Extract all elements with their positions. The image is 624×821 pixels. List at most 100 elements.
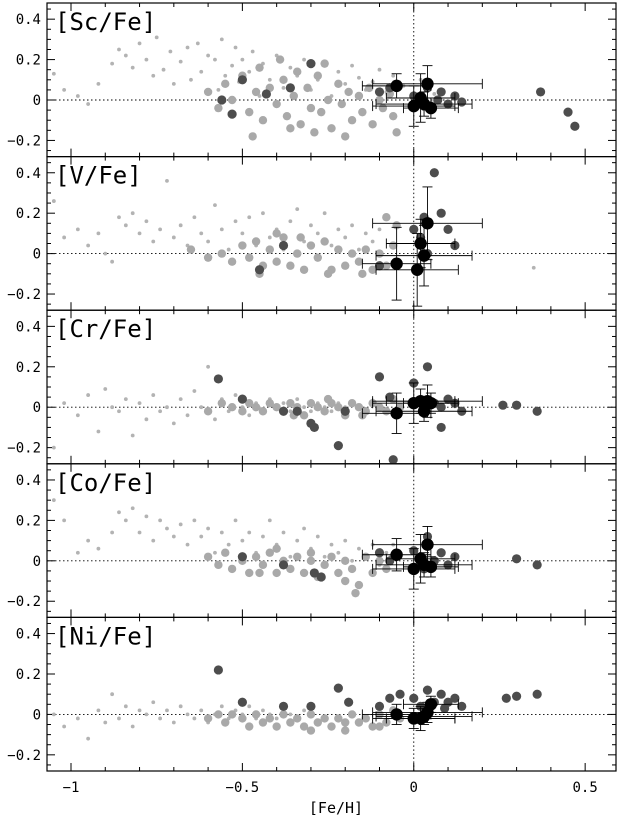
- data-point: [247, 413, 252, 418]
- data-point: [329, 542, 334, 547]
- data-point: [185, 712, 190, 717]
- data-point: [75, 227, 80, 232]
- data-point: [422, 685, 433, 695]
- data-point: [75, 716, 80, 721]
- data-point: [368, 265, 377, 274]
- data-point: [221, 718, 230, 727]
- y-tick-label: −0.2: [7, 441, 41, 457]
- data-point: [214, 560, 223, 570]
- data-point: [293, 67, 302, 76]
- data-point: [168, 49, 173, 54]
- data-point: [110, 259, 115, 264]
- data-point: [347, 116, 357, 125]
- data-point: [86, 538, 91, 543]
- data-point: [219, 227, 224, 232]
- data-point: [233, 219, 238, 224]
- y-tick-label: −0.2: [7, 287, 41, 303]
- data-point: [189, 77, 193, 82]
- data-point: [285, 83, 295, 93]
- data-point: [281, 85, 286, 90]
- data-point: [293, 552, 302, 561]
- data-point: [103, 251, 108, 256]
- data-point: [310, 128, 319, 137]
- data-point: [254, 265, 265, 275]
- data-point: [424, 396, 438, 410]
- series-medium-light: [203, 55, 401, 141]
- data-point: [240, 538, 245, 543]
- panel-2: 0.4 0.2 0 −0.2 [V/Fe]: [7, 156, 617, 311]
- data-point: [358, 269, 367, 279]
- data-point: [306, 103, 316, 113]
- data-point: [185, 542, 190, 547]
- data-point: [62, 235, 67, 240]
- data-point: [275, 55, 285, 64]
- data-point: [323, 394, 333, 404]
- data-point: [341, 132, 350, 141]
- data-point: [320, 237, 329, 246]
- y-tick-label: 0.4: [16, 12, 41, 28]
- data-point: [375, 95, 384, 105]
- data-point: [203, 253, 213, 262]
- data-point: [320, 714, 329, 723]
- data-point: [361, 714, 370, 723]
- data-point: [62, 88, 67, 92]
- data-point: [334, 245, 343, 254]
- x-tick-label: −1: [63, 780, 80, 796]
- data-point: [409, 224, 419, 234]
- panel-label: [V/Fe]: [55, 162, 142, 190]
- data-point: [171, 235, 176, 240]
- panel-label: [Ni/Fe]: [55, 622, 156, 650]
- data-point: [226, 542, 231, 547]
- data-point: [340, 406, 350, 416]
- data-point: [227, 109, 237, 119]
- y-tick-label: 0.4: [16, 319, 41, 335]
- y-tick-label: 0.4: [16, 166, 41, 182]
- data-point: [96, 546, 101, 551]
- data-point: [323, 269, 333, 279]
- series-black: [361, 695, 483, 732]
- data-point: [511, 400, 522, 410]
- data-point: [343, 81, 348, 86]
- data-point: [532, 406, 542, 416]
- data-point: [384, 550, 389, 555]
- series-small-light: [51, 692, 313, 741]
- series-dark: [217, 59, 580, 131]
- y-tick-label: 0.2: [16, 667, 41, 683]
- y-tick-label: 0.2: [16, 53, 41, 69]
- data-point: [103, 720, 108, 725]
- data-point: [250, 49, 255, 54]
- data-point: [315, 231, 320, 236]
- data-point: [407, 99, 420, 113]
- data-point: [158, 518, 163, 523]
- data-point: [279, 233, 288, 242]
- data-point: [354, 580, 364, 590]
- y-tick-label: 0: [33, 554, 41, 570]
- data-point: [258, 560, 268, 570]
- data-point: [75, 413, 80, 418]
- data-point: [388, 455, 398, 465]
- x-tick-label: 0: [410, 780, 418, 796]
- data-point: [532, 689, 542, 699]
- data-point: [336, 550, 341, 555]
- data-point: [226, 247, 231, 252]
- data-point: [286, 398, 295, 408]
- data-point: [86, 736, 91, 741]
- data-point: [306, 398, 316, 408]
- data-point: [144, 712, 149, 717]
- data-point: [436, 208, 446, 218]
- data-point: [390, 79, 403, 93]
- data-point: [278, 701, 289, 711]
- data-point: [323, 95, 333, 105]
- data-point: [233, 393, 238, 397]
- data-point: [375, 403, 384, 412]
- data-point: [51, 445, 56, 450]
- data-point: [272, 99, 281, 109]
- data-point: [286, 261, 295, 270]
- y-tick-label: 0.2: [16, 513, 41, 529]
- data-point: [123, 518, 128, 523]
- data-point: [365, 83, 374, 93]
- data-point: [123, 223, 128, 228]
- data-point: [409, 693, 419, 703]
- data-point: [117, 47, 121, 52]
- data-point: [240, 57, 245, 62]
